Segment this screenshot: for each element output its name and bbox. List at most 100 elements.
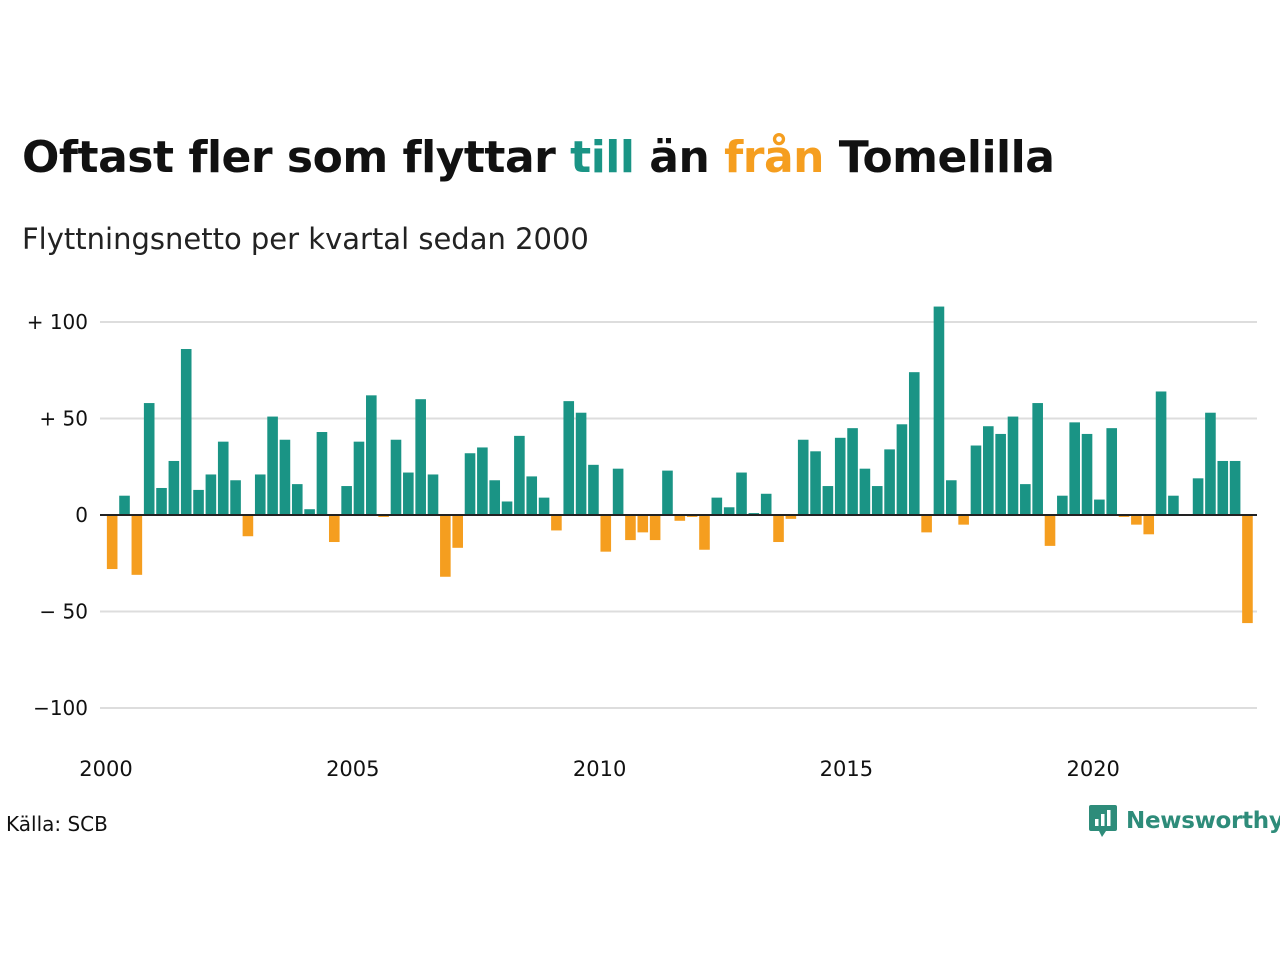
bar: [143, 403, 155, 515]
bar: [1155, 391, 1167, 515]
bar: [1069, 422, 1080, 515]
bar: [563, 401, 575, 515]
bar: [477, 447, 488, 515]
bar: [983, 426, 994, 515]
bar: [353, 441, 365, 515]
bar: [1242, 515, 1253, 624]
logo-text: Newsworthy: [1126, 808, 1280, 834]
y-tick-label: − 50: [39, 600, 88, 624]
bar: [649, 515, 661, 541]
bar: [403, 472, 414, 515]
bar: [526, 476, 538, 515]
bar: [871, 486, 883, 515]
bar: [760, 493, 772, 515]
bar: [810, 451, 821, 515]
newsworthy-logo: Newsworthy: [1088, 804, 1280, 838]
y-tick-label: −100: [33, 696, 88, 720]
title-word-out: från: [724, 132, 824, 183]
bar: [501, 501, 513, 515]
bar: [859, 468, 871, 515]
source-label: Källa: SCB: [6, 812, 108, 836]
bar: [834, 437, 846, 515]
title-part-3: Tomelilla: [823, 132, 1055, 183]
bar: [736, 472, 747, 515]
bar: [1168, 495, 1179, 515]
bar: [254, 474, 266, 515]
bar: [662, 470, 673, 515]
title-word-in: till: [570, 132, 635, 183]
bar: [822, 486, 834, 515]
bar-chart: + 100 + 50 0 − 50 −100 2000 2005 2010 2015 2020: [27, 306, 1257, 781]
bar: [279, 439, 291, 515]
bar: [1143, 515, 1155, 535]
bar: [242, 515, 254, 537]
bar: [612, 468, 624, 515]
bar: [366, 395, 377, 515]
bar: [551, 515, 562, 531]
bar: [933, 306, 945, 515]
bar: [575, 412, 587, 515]
x-tick-label: 2010: [573, 757, 626, 781]
bar: [958, 515, 969, 525]
bar: [625, 515, 636, 541]
bar: [1044, 515, 1056, 546]
x-tick-label: 2000: [79, 757, 132, 781]
bar: [785, 515, 797, 519]
bar: [637, 515, 649, 533]
bar: [1205, 412, 1216, 515]
bar: [119, 495, 130, 515]
bar: [156, 487, 167, 515]
bar: [291, 484, 303, 515]
bar: [193, 489, 204, 515]
bar: [921, 515, 932, 533]
bar-chart-speech-icon: [1089, 805, 1117, 837]
bar: [674, 515, 686, 521]
bar: [1217, 460, 1229, 515]
bar: [711, 497, 723, 515]
chart-subtitle: Flyttningsnetto per kvartal sedan 2000: [22, 222, 589, 256]
bar: [945, 480, 957, 515]
bar: [106, 515, 118, 570]
x-tick-label: 2015: [820, 757, 873, 781]
x-tick-label: 2020: [1066, 757, 1119, 781]
bar: [440, 515, 451, 577]
y-tick-label: 0: [75, 503, 88, 527]
bar: [797, 439, 809, 515]
title-part-2: än: [634, 132, 725, 183]
bar: [464, 453, 476, 515]
chart-title: Oftast fler som flyttar till än från Tom…: [22, 132, 1055, 183]
bar: [1057, 495, 1068, 515]
bar: [304, 509, 315, 515]
bar: [230, 480, 241, 515]
bar: [1007, 416, 1019, 515]
bar: [723, 507, 735, 515]
bar: [217, 441, 229, 515]
bar: [1106, 428, 1118, 515]
y-tick-label: + 50: [39, 407, 88, 431]
bar: [131, 515, 143, 575]
bar: [168, 460, 180, 515]
bar: [205, 474, 217, 515]
bar: [514, 435, 525, 515]
y-tick-label: + 100: [27, 310, 88, 334]
x-tick-label: 2005: [326, 757, 379, 781]
bar: [452, 515, 463, 548]
bar: [415, 399, 426, 515]
bar: [600, 515, 612, 552]
title-part-1: Oftast fler som flyttar: [22, 132, 571, 183]
bar: [390, 439, 402, 515]
bar: [588, 464, 599, 515]
bar: [427, 474, 439, 515]
bar: [773, 515, 784, 543]
bar: [328, 515, 340, 543]
bar: [884, 449, 895, 515]
bar: [489, 480, 501, 515]
bar: [970, 445, 982, 515]
bar: [1094, 499, 1105, 515]
bar: [1081, 433, 1093, 515]
bar: [1131, 515, 1142, 525]
bar: [1020, 484, 1031, 515]
bar: [995, 433, 1006, 515]
bar: [1229, 460, 1241, 515]
bar: [1032, 403, 1043, 515]
